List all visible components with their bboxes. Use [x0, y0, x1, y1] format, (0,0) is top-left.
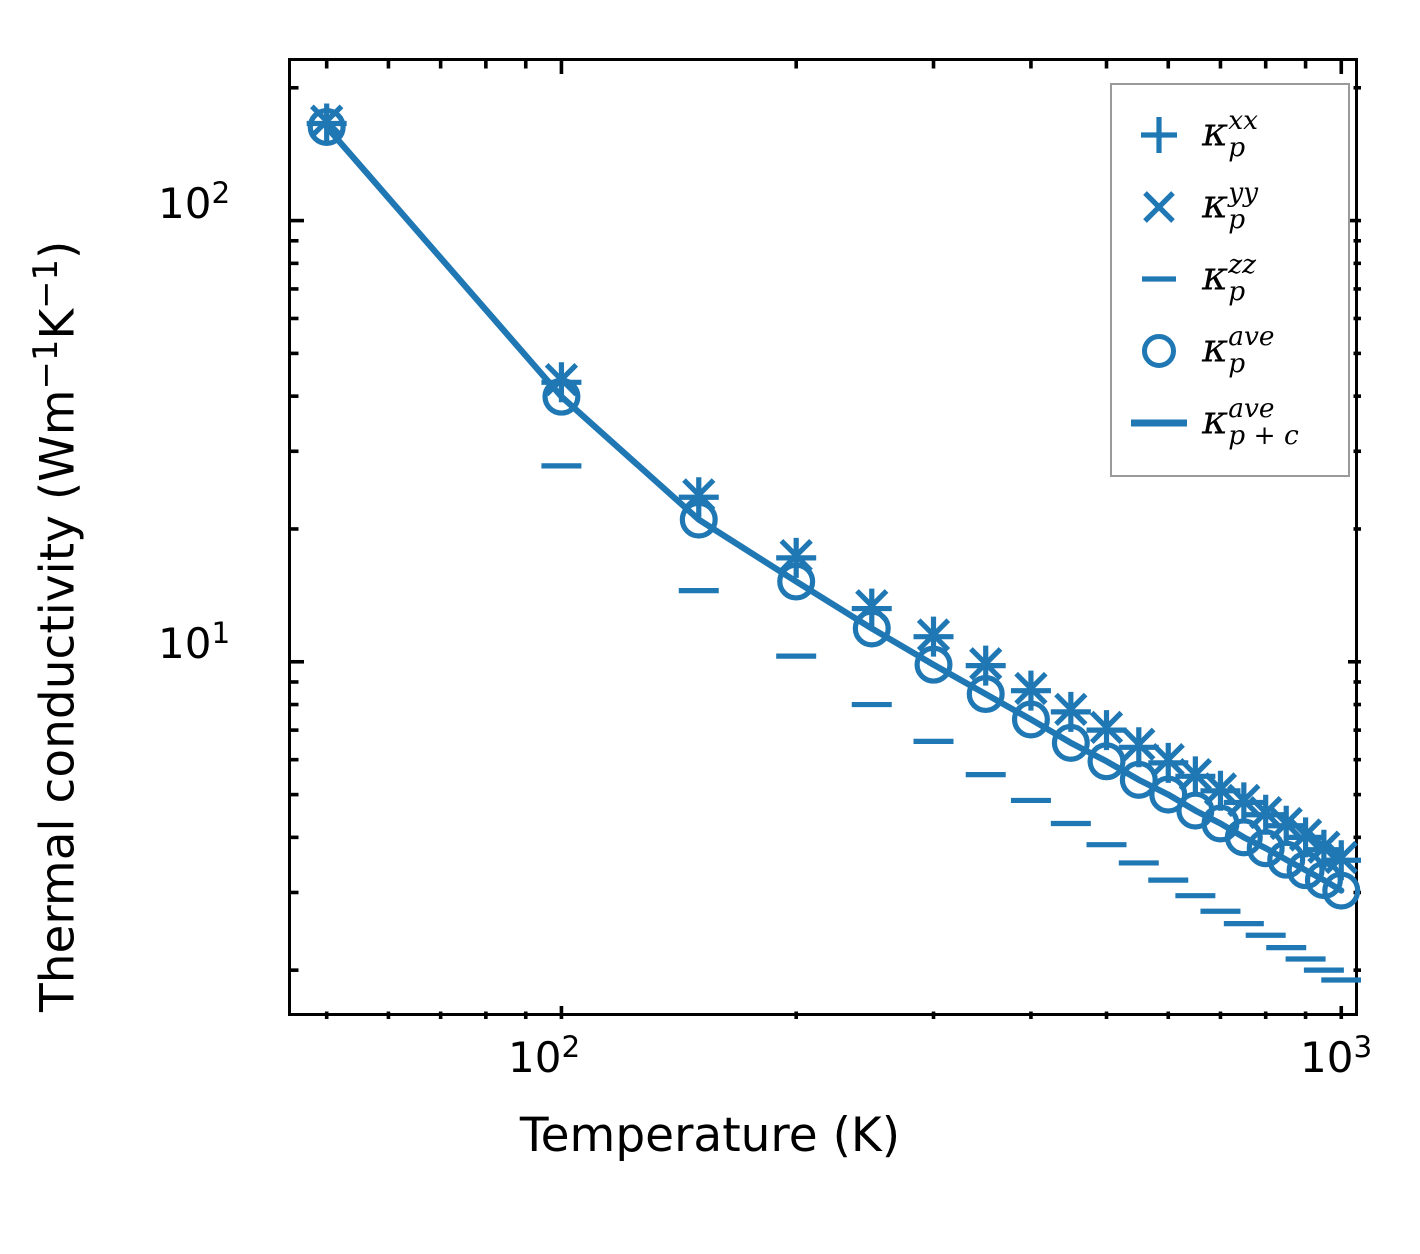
x-axis-label: Temperature (K) [519, 1108, 901, 1163]
legend-label-kappa-p-zz: κ zz p [1202, 248, 1257, 307]
y-tick-label-100: 102 [158, 176, 231, 228]
line-marker-icon [1122, 387, 1196, 459]
legend-item-kappa-p-zz[interactable]: κ zz p [1122, 243, 1338, 315]
y-axis-label: Thermal conductivity (Wm−1K−1) [26, 241, 86, 1012]
y-axis-label-pre: Thermal conductivity (Wm [30, 389, 86, 1012]
legend-item-kappa-p-xx[interactable]: κ xx p [1122, 99, 1338, 171]
legend-label-kappa-p-xx: κ xx p [1202, 104, 1259, 163]
y-axis-label-sup1: −1 [26, 339, 65, 390]
data-layer [291, 61, 1361, 1019]
y-axis-label-sup2: −1 [26, 258, 65, 309]
legend-item-kappa-p-plus-c-ave[interactable]: κ ave p + c [1122, 387, 1338, 459]
hline-marker-icon [1122, 243, 1196, 315]
x-tick-label-1000: 103 [1300, 1030, 1373, 1082]
legend: κ xx p κ yy p κ zz p κ ave p κ ave p + c [1110, 83, 1350, 477]
y-axis-label-mid: K [30, 308, 86, 340]
legend-item-kappa-p-yy[interactable]: κ yy p [1122, 171, 1338, 243]
legend-item-kappa-p-ave[interactable]: κ ave p [1122, 315, 1338, 387]
legend-label-kappa-p-plus-c-ave: κ ave p + c [1202, 392, 1299, 451]
y-axis-label-post: ) [30, 240, 86, 259]
legend-label-kappa-p-yy: κ yy p [1202, 176, 1259, 235]
plot-area [288, 58, 1361, 1019]
x-tick-label-100: 102 [508, 1030, 581, 1082]
circle-marker-icon [1122, 315, 1196, 387]
y-tick-label-10: 101 [158, 616, 231, 668]
legend-label-kappa-p-ave: κ ave p [1202, 320, 1275, 379]
plus-marker-icon [1122, 99, 1196, 171]
cross-marker-icon [1122, 171, 1196, 243]
